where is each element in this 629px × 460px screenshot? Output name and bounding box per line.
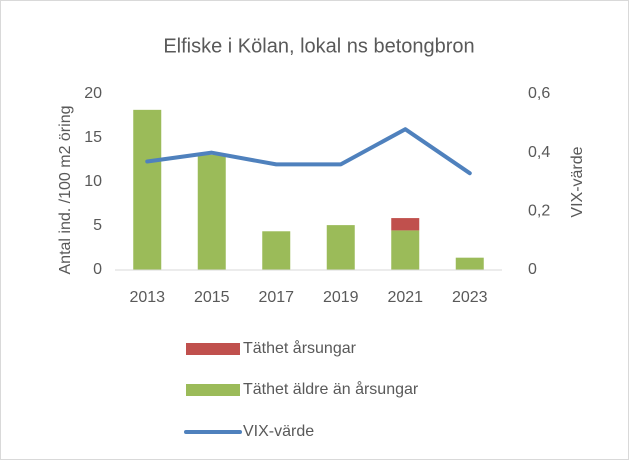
y-tick-label: 10 <box>84 173 102 190</box>
x-tick-label: 2019 <box>323 289 359 306</box>
y-tick-label: 15 <box>84 129 102 146</box>
x-tick-label: 2017 <box>258 289 294 306</box>
bar <box>391 230 420 270</box>
legend-swatch <box>186 343 240 355</box>
bar <box>262 231 291 270</box>
x-tick-label: 2015 <box>194 289 230 306</box>
y-tick-label: 20 <box>84 85 102 102</box>
y2-tick-label: 0,6 <box>528 85 550 102</box>
bar <box>455 257 484 270</box>
x-tick-label: 2021 <box>387 289 423 306</box>
bar <box>391 218 420 231</box>
y2-tick-label: 0,4 <box>528 144 550 161</box>
bar <box>133 109 162 270</box>
line <box>145 127 472 176</box>
bar <box>197 154 226 270</box>
chart-title: Elfiske i Kölan, lokal ns betongbron <box>163 35 474 57</box>
y-axis-label: Antal ind. /100 m2 öring <box>57 106 74 275</box>
bar <box>326 225 355 270</box>
x-tick-label: 2023 <box>452 289 488 306</box>
y-tick-label: 5 <box>93 217 102 234</box>
y2-tick-label: 0 <box>528 261 537 278</box>
legend-label: Täthet äldre än årsungar <box>243 380 419 398</box>
x-tick-label: 2013 <box>129 289 165 306</box>
y-tick-label: 0 <box>93 261 102 278</box>
y2-tick-label: 0,2 <box>528 203 550 220</box>
legend-label: VIX-värde <box>243 423 314 440</box>
y2-axis-label: VIX-värde <box>569 146 586 217</box>
legend-swatch <box>186 384 240 396</box>
legend-label: Täthet årsungar <box>243 339 357 357</box>
